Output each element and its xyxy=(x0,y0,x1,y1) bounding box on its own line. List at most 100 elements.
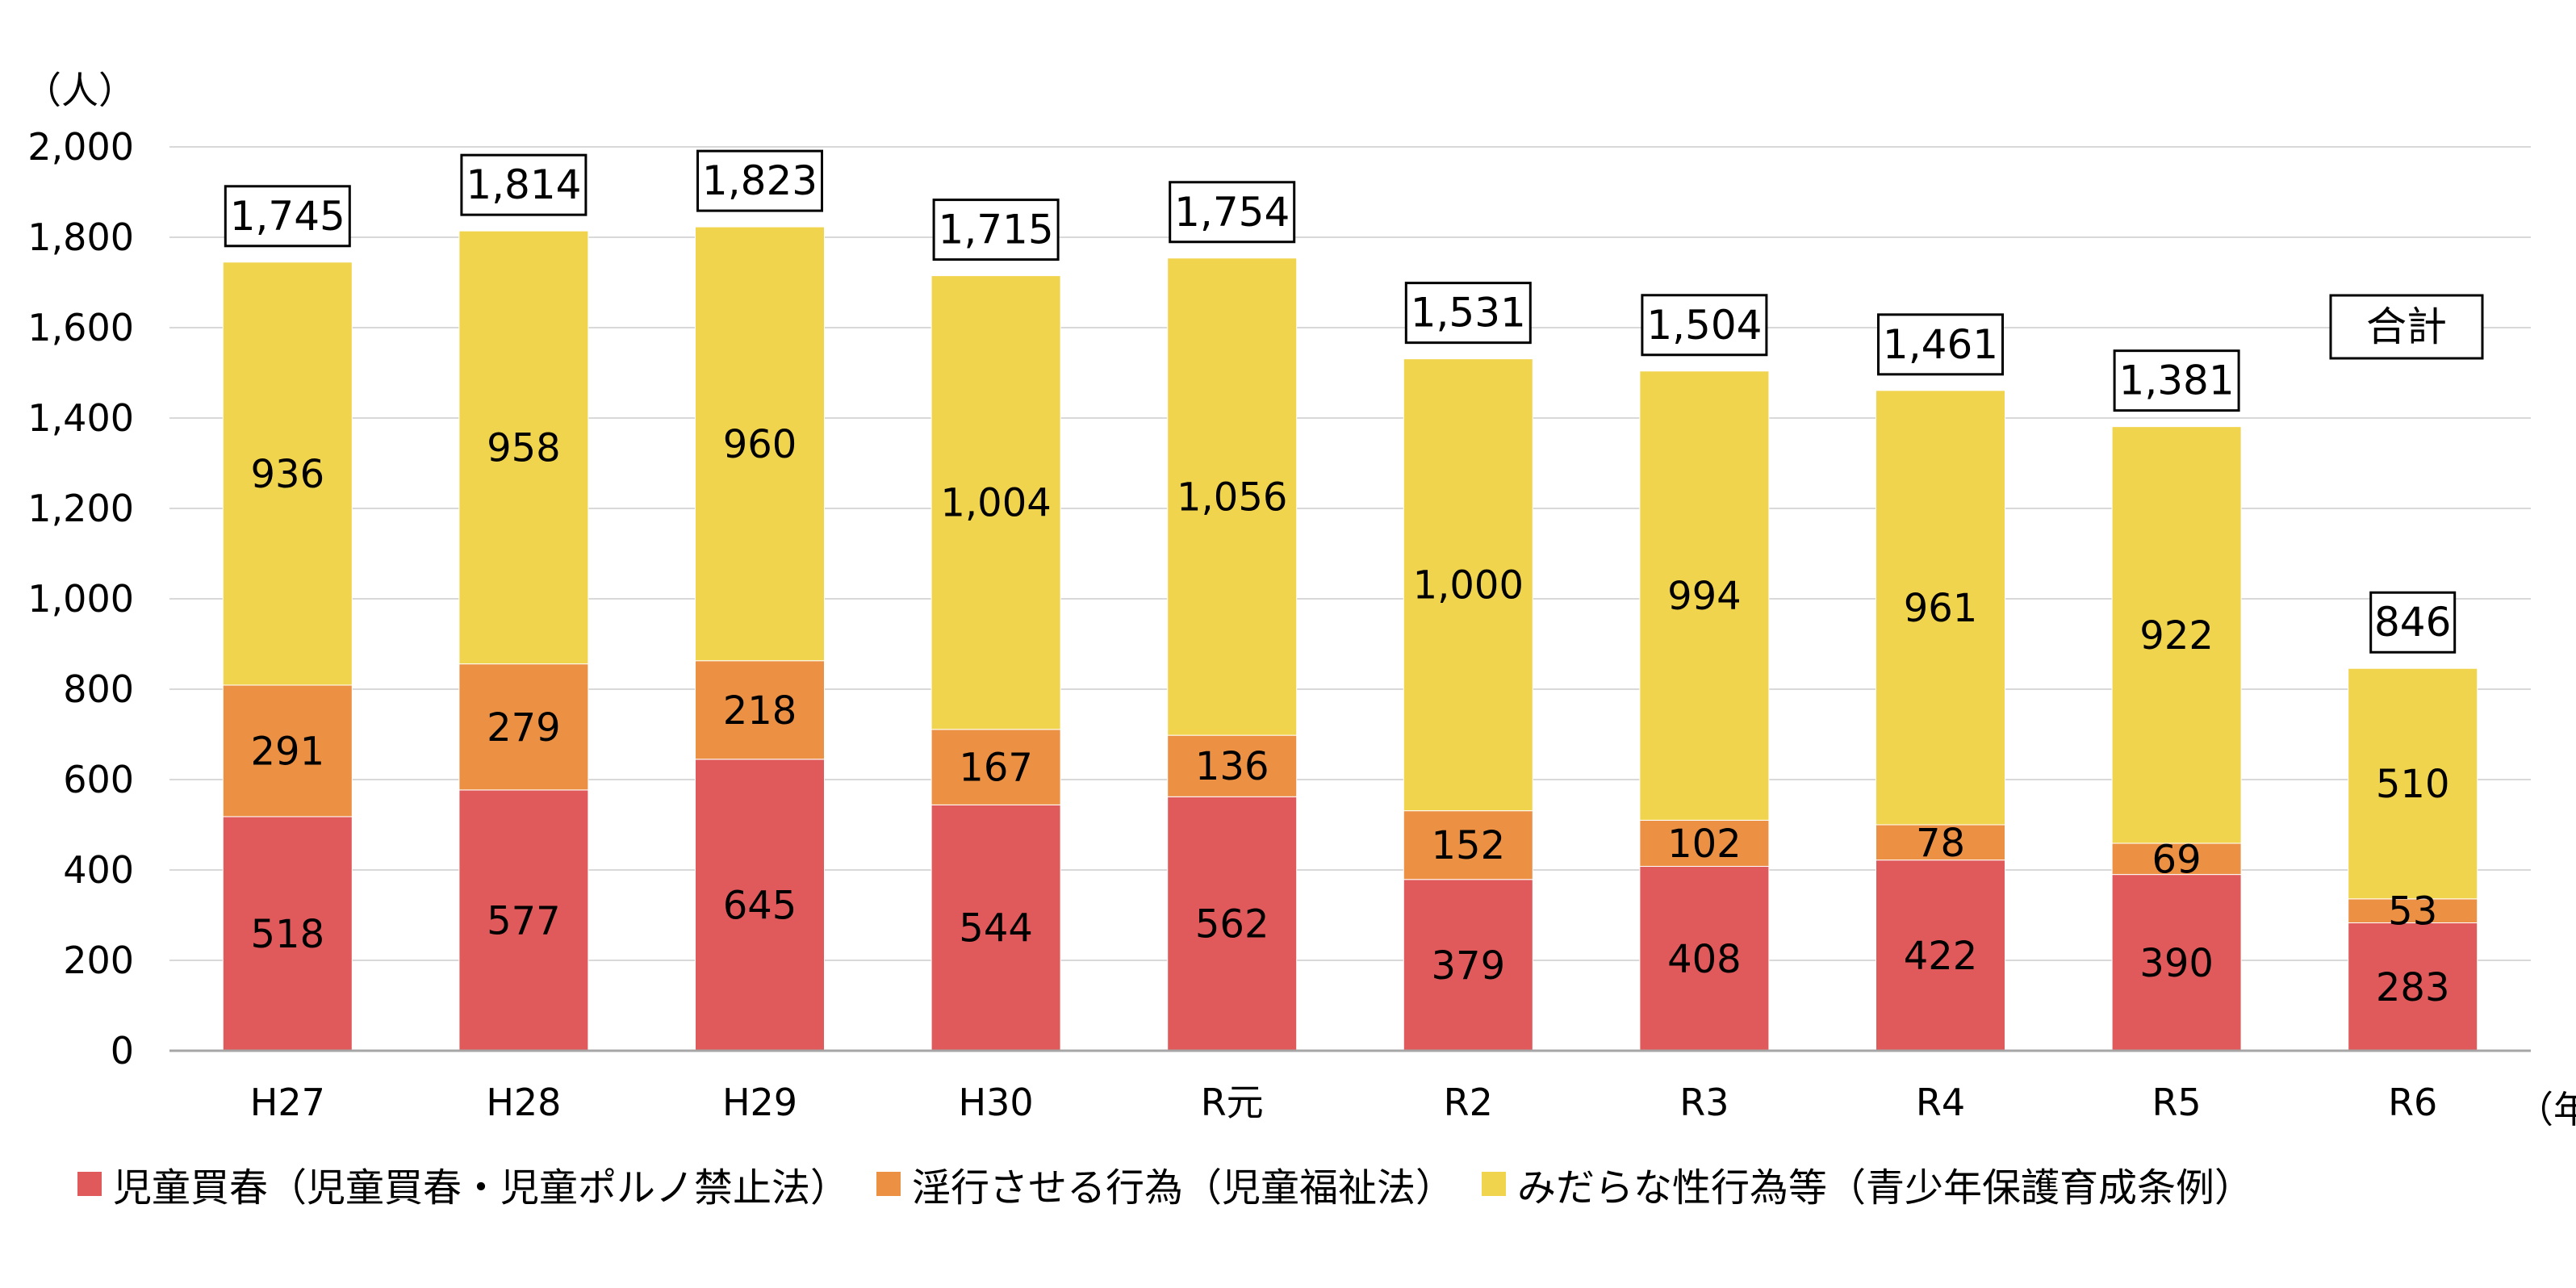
total-value-label: 1,823 xyxy=(702,157,818,204)
legend-item-child-prostitution: 児童買春（児童買春・児童ポルノ禁止法） xyxy=(77,1156,849,1212)
bar-segment xyxy=(222,684,353,818)
bar-segment xyxy=(930,729,1061,805)
total-value-label: 1,715 xyxy=(939,207,1054,253)
bar-segment xyxy=(695,759,825,1052)
y-tick-label: 800 xyxy=(63,667,134,711)
x-category-label: R元 xyxy=(1201,1081,1264,1124)
bar-segment xyxy=(1403,879,1533,1052)
total-value-label: 1,754 xyxy=(1174,189,1290,236)
segment-value-label: 218 xyxy=(723,688,797,734)
bar-segment xyxy=(2111,843,2242,876)
legend: 児童買春（児童買春・児童ポルノ禁止法） 淫行させる行為（児童福祉法） みだらな性… xyxy=(77,1156,2281,1212)
bar-segment xyxy=(695,226,825,662)
segment-value-label: 544 xyxy=(959,906,1033,951)
segment-value-label: 936 xyxy=(250,452,324,497)
segment-value-label: 291 xyxy=(250,729,324,774)
stacked-bar-chart: （人） 0 200 400 600 800 1,000 1,200 1,400 1,600 1,8… xyxy=(24,69,2576,1131)
segment-value-label: 422 xyxy=(1904,934,1978,979)
legend-swatch xyxy=(77,1172,102,1196)
legend-label: みだらな性行為等（青少年保護育成条例） xyxy=(1517,1165,2254,1211)
segment-value-label: 577 xyxy=(487,898,561,943)
segment-value-label: 1,056 xyxy=(1177,475,1287,520)
y-tick-label: 1,000 xyxy=(27,577,134,621)
segment-value-label: 69 xyxy=(2152,837,2202,882)
total-value-label: 1,461 xyxy=(1883,321,1998,368)
bars xyxy=(222,226,2478,1052)
x-category-label: R5 xyxy=(2152,1081,2201,1124)
total-box xyxy=(1169,181,1296,244)
total-box xyxy=(2113,349,2240,412)
legend-label: 児童買春（児童買春・児童ポルノ禁止法） xyxy=(113,1165,850,1211)
legend-item-child-welfare: 淫行させる行為（児童福祉法） xyxy=(876,1156,1454,1212)
bar-segment xyxy=(2348,667,2478,900)
segment-value-label: 152 xyxy=(1431,823,1505,868)
legend-swatch xyxy=(876,1172,901,1196)
bar-segment xyxy=(1876,390,2005,826)
segment-value-label: 960 xyxy=(723,422,797,467)
bar-segment xyxy=(2348,922,2478,1052)
bar-segment xyxy=(1167,796,1298,1052)
segment-value-label: 408 xyxy=(1667,937,1742,982)
segment-value-label: 78 xyxy=(1916,821,1965,866)
bar-segment xyxy=(458,789,589,1052)
segment-value-label: 518 xyxy=(250,912,324,957)
legend-label: 淫行させる行為（児童福祉法） xyxy=(912,1165,1455,1211)
segment-value-label: 958 xyxy=(487,425,561,470)
bar-segment xyxy=(2111,426,2242,844)
segment-value-label: 136 xyxy=(1195,744,1269,789)
bar-segment xyxy=(458,230,589,665)
segment-value-label: 645 xyxy=(723,883,797,928)
x-category-label: R3 xyxy=(1679,1081,1729,1124)
y-tick-label: 1,400 xyxy=(27,396,134,440)
bar-segment xyxy=(930,275,1061,730)
x-axis-categories: H27 H28 H29 H30 R元 R2 R3 R4 R5 R6 xyxy=(250,1081,2438,1124)
bar-segment xyxy=(1403,810,1533,880)
segment-value-label: 1,004 xyxy=(940,481,1051,526)
bar-segment xyxy=(695,660,825,760)
legend-swatch xyxy=(1482,1172,1507,1196)
segment-value-label: 283 xyxy=(2376,965,2450,1010)
total-box xyxy=(2369,591,2457,654)
total-value-label: 1,814 xyxy=(466,161,581,208)
x-category-label: R2 xyxy=(1444,1081,1493,1124)
total-box xyxy=(1877,313,2004,376)
total-box xyxy=(224,185,351,248)
y-tick-label: 400 xyxy=(63,848,134,892)
total-box xyxy=(1641,294,1768,357)
x-category-label: H27 xyxy=(250,1081,325,1124)
segment-value-label: 1,000 xyxy=(1413,563,1524,608)
bar-segment xyxy=(2111,874,2242,1052)
segment-value-label: 53 xyxy=(2388,889,2437,935)
total-value-label: 846 xyxy=(2374,599,2451,646)
y-tick-label: 2,000 xyxy=(27,125,134,169)
bar-segment xyxy=(930,804,1061,1052)
segment-value-label: 390 xyxy=(2139,941,2214,986)
y-tick-label: 200 xyxy=(63,939,134,982)
legend-item-youth-ordinance: みだらな性行為等（青少年保護育成条例） xyxy=(1482,1156,2253,1212)
bar-segment xyxy=(1876,859,2005,1052)
y-axis-unit-label: （人） xyxy=(24,69,136,112)
y-tick-label: 600 xyxy=(63,758,134,801)
bar-segment xyxy=(458,663,589,791)
x-category-label: R6 xyxy=(2388,1081,2437,1124)
bar-segment xyxy=(1639,819,1770,868)
total-value-label: 1,504 xyxy=(1646,302,1762,349)
total-box xyxy=(1404,282,1532,345)
bar-segment xyxy=(1876,824,2005,861)
total-value-label: 1,745 xyxy=(230,193,345,240)
segment-value-label: 167 xyxy=(959,746,1033,791)
segment-value-label: 510 xyxy=(2376,762,2450,807)
bar-labels: 518 291 936 1,745 577 279 958 1,814 645 218 960 1,8… xyxy=(224,149,2457,1010)
segment-value-label: 379 xyxy=(1431,943,1505,989)
x-axis-unit-label: （年） xyxy=(2516,1088,2576,1131)
segment-value-label: 102 xyxy=(1667,822,1742,867)
bar-segment xyxy=(1639,866,1770,1052)
total-value-label: 1,381 xyxy=(2119,358,2235,404)
total-value-label: 1,531 xyxy=(1411,290,1526,337)
total-box xyxy=(696,149,823,212)
total-box xyxy=(932,199,1060,261)
x-category-label: H30 xyxy=(959,1081,1034,1124)
segment-value-label: 961 xyxy=(1904,586,1978,631)
y-tick-label: 0 xyxy=(111,1029,134,1073)
totals-key-box xyxy=(2329,294,2484,360)
